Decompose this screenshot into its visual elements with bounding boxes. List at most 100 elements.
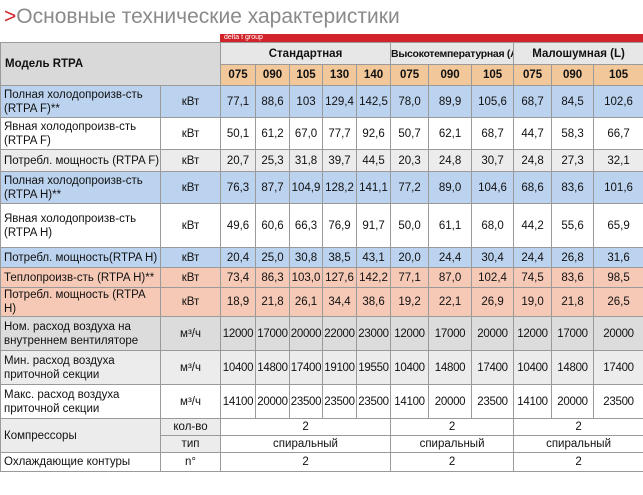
row-unit: м³/ч <box>159 316 222 351</box>
row-label: Потребл. мощность(RTPA H) <box>0 247 161 268</box>
row-value: 38,5 <box>322 247 358 268</box>
row-value: 20000 <box>593 316 643 351</box>
circuits-label: Охлаждающие контуры <box>0 452 161 472</box>
row-value: 20,0 <box>390 247 430 268</box>
row-value: 39,7 <box>322 149 358 172</box>
row-value: 44,2 <box>513 203 553 248</box>
size-header-4: 140 <box>356 64 392 86</box>
row-value: 20000 <box>471 316 515 351</box>
row-value: 12000 <box>513 316 553 351</box>
circuits-value-2: 2 <box>513 452 643 472</box>
row-label: Полная холодопроизв-сть (RTPA F)** <box>0 85 161 118</box>
compressors-count-label: кол-во <box>159 418 222 436</box>
row-value: 23500 <box>471 384 515 419</box>
row-unit: кВт <box>159 171 222 204</box>
row-value: 31,6 <box>593 247 643 268</box>
table-row: Мин. расход воздуха приточной секции м³/ч… <box>0 350 643 385</box>
row-value: 23500 <box>289 384 324 419</box>
compressors-type-2: спиральный <box>513 435 643 453</box>
row-value: 17000 <box>551 316 595 351</box>
row-value: 103 <box>289 85 324 118</box>
row-value: 26,9 <box>471 287 515 317</box>
row-value: 23500 <box>322 384 358 419</box>
row-value: 43,1 <box>356 247 392 268</box>
row-value: 129,4 <box>322 85 358 118</box>
specs-table: Модель RTPA Стандартная Высокотемператур… <box>0 42 643 472</box>
row-value: 14800 <box>255 350 291 385</box>
row-value: 14100 <box>513 384 553 419</box>
row-value: 24,4 <box>513 247 553 268</box>
row-value: 60,6 <box>255 203 291 248</box>
row-value: 92,6 <box>356 117 392 150</box>
group-header-high-temp: Высокотемпературная (A) <box>390 42 515 65</box>
row-value: 25,3 <box>255 149 291 172</box>
row-value: 66,3 <box>289 203 324 248</box>
row-value: 22,1 <box>428 287 473 317</box>
row-value: 17000 <box>428 316 473 351</box>
row-value: 20000 <box>428 384 473 419</box>
row-value: 58,3 <box>551 117 595 150</box>
row-value: 62,1 <box>428 117 473 150</box>
row-value: 101,6 <box>593 171 643 204</box>
row-value: 104,9 <box>289 171 324 204</box>
circuits-unit: n° <box>159 452 222 472</box>
row-value: 68,6 <box>513 171 553 204</box>
header-row-groups: Модель RTPA Стандартная Высокотемператур… <box>0 42 643 86</box>
compressors-count-2: 2 <box>513 418 643 436</box>
row-value: 50,0 <box>390 203 430 248</box>
row-value: 23000 <box>356 316 392 351</box>
size-header-3: 130 <box>322 64 358 86</box>
row-value: 77,2 <box>390 171 430 204</box>
row-value: 24,8 <box>428 149 473 172</box>
row-value: 19550 <box>356 350 392 385</box>
circuits-row: Охлаждающие контуры n° 2 2 2 <box>0 452 643 472</box>
row-value: 76,3 <box>220 171 257 204</box>
table-row: Полная холодопроизв-сть (RTPA F)** кВт 77,… <box>0 85 643 118</box>
row-value: 17400 <box>289 350 324 385</box>
row-value: 17400 <box>593 350 643 385</box>
row-unit: кВт <box>159 203 222 248</box>
row-value: 23500 <box>593 384 643 419</box>
row-value: 87,7 <box>255 171 291 204</box>
row-value: 66,7 <box>593 117 643 150</box>
compressors-type-row: тип спиральный спиральный спиральный <box>1 435 643 453</box>
table-row: Явная холодопроизв-сть (RTPA F) кВт 50,1 61… <box>0 117 643 150</box>
row-value: 65,9 <box>593 203 643 248</box>
table-row: Полная холодопроизв-сть (RTPA H)** кВт 76,… <box>0 171 643 204</box>
row-value: 14800 <box>428 350 473 385</box>
row-value: 68,7 <box>513 85 553 118</box>
size-header-9: 090 <box>551 64 595 86</box>
row-value: 68,0 <box>471 203 515 248</box>
model-header: Модель RTPA <box>0 42 222 86</box>
row-value: 25,0 <box>255 247 291 268</box>
table-row: Макс. расход воздуха приточной секции м³/… <box>0 384 643 419</box>
size-header-7: 105 <box>471 64 515 86</box>
row-unit: кВт <box>159 287 222 317</box>
row-label: Полная холодопроизв-сть (RTPA H)** <box>0 171 161 204</box>
row-value: 24,4 <box>428 247 473 268</box>
row-value: 21,8 <box>551 287 595 317</box>
row-value: 83,6 <box>551 171 595 204</box>
row-value: 26,1 <box>289 287 324 317</box>
row-value: 30,8 <box>289 247 324 268</box>
row-value: 32,1 <box>593 149 643 172</box>
row-value: 14800 <box>551 350 595 385</box>
row-value: 20,4 <box>220 247 257 268</box>
size-header-6: 090 <box>428 64 473 86</box>
row-value: 50,1 <box>220 117 257 150</box>
row-value: 12000 <box>390 316 430 351</box>
row-value: 14100 <box>390 384 430 419</box>
row-value: 77,7 <box>322 117 358 150</box>
row-value: 44,7 <box>513 117 553 150</box>
row-value: 55,6 <box>551 203 595 248</box>
size-header-0: 075 <box>220 64 257 86</box>
row-value: 31,8 <box>289 149 324 172</box>
size-header-5: 075 <box>390 64 430 86</box>
compressors-count-0: 2 <box>220 418 392 436</box>
row-value: 142,5 <box>356 85 392 118</box>
row-label: Явная холодопроизв-сть (RTPA H) <box>0 203 161 248</box>
size-header-2: 105 <box>289 64 324 86</box>
brand-strip: delta t group <box>220 34 643 42</box>
row-value: 89,0 <box>428 171 473 204</box>
row-value: 38,6 <box>356 287 392 317</box>
